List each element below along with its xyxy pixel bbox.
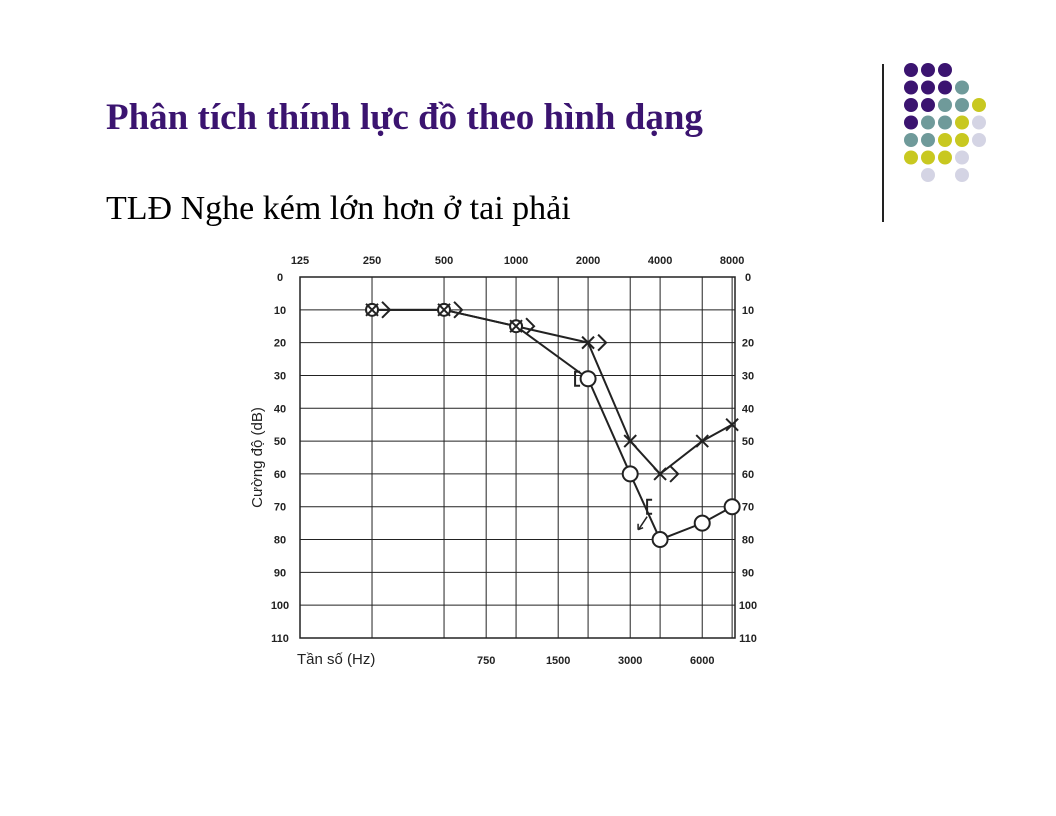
- marker-x-left: [581, 335, 595, 350]
- decorative-dot: [904, 115, 918, 130]
- decorative-dot: [921, 133, 935, 147]
- y-tick-label-right: 10: [742, 305, 754, 317]
- decorative-dot: [955, 98, 969, 112]
- x-tick-label-bottom: 1500: [546, 655, 570, 667]
- series-line-o: [372, 308, 733, 541]
- y-tick-label-left: 50: [274, 436, 286, 448]
- decorative-dot: [938, 80, 952, 95]
- bone-conduction-marker-left: [646, 498, 653, 515]
- y-axis-label: Cường độ (dB): [249, 407, 266, 508]
- y-tick-label-left: 0: [277, 272, 283, 284]
- chart-grid: [299, 276, 736, 639]
- y-tick-label-left: 40: [274, 403, 286, 415]
- marker-x-left: [437, 303, 451, 317]
- y-tick-label-right: 30: [742, 370, 754, 382]
- decorative-dot: [955, 150, 969, 165]
- decorative-dot: [904, 150, 918, 165]
- x-tick-label-top: 250: [363, 255, 381, 267]
- divider-line: [882, 64, 884, 222]
- marker-x-left: [653, 467, 667, 481]
- y-tick-label-left: 110: [271, 633, 289, 645]
- y-tick-label-left: 70: [274, 502, 286, 514]
- decorative-dot: [921, 80, 935, 95]
- decorative-dot: [921, 63, 935, 77]
- decorative-dot: [904, 98, 918, 112]
- decorative-dot: [938, 115, 952, 130]
- y-tick-label-right: 40: [742, 403, 754, 415]
- decorative-dot: [955, 168, 969, 182]
- bone-conduction-marker: [525, 317, 536, 335]
- y-tick-label-left: 10: [274, 305, 286, 317]
- decorative-dot: [904, 80, 918, 95]
- x-tick-label-bottom: 750: [477, 655, 495, 667]
- marker-o-right: [723, 498, 741, 516]
- decorative-dot: [921, 115, 935, 130]
- y-tick-label-right: 90: [742, 567, 754, 579]
- marker-o-right: [693, 514, 711, 532]
- marker-o-right: [651, 531, 669, 549]
- slide-title: Phân tích thính lực đồ theo hình dạng: [106, 97, 703, 138]
- y-tick-label-right: 60: [742, 469, 754, 481]
- y-tick-label-left: 100: [271, 600, 289, 612]
- marker-x-left: [365, 303, 379, 317]
- x-tick-label-top: 8000: [720, 255, 744, 267]
- y-tick-label-right: 100: [739, 600, 757, 612]
- x-tick-label-top: 4000: [648, 255, 672, 267]
- x-axis-label: Tần số (Hz): [297, 651, 375, 668]
- decorative-dot: [904, 63, 918, 77]
- audiogram-chart: 0 0 10 10 20 20 30 30 40 40 50 50 60 60 70 70 80 80 90 90 10…: [249, 255, 757, 668]
- decorative-dot: [972, 115, 986, 130]
- y-tick-label-right: 0: [745, 272, 751, 284]
- bone-conduction-marker: [381, 301, 392, 319]
- marker-x-left: [725, 417, 739, 432]
- decorative-dot: [904, 133, 918, 147]
- y-tick-label-left: 60: [274, 469, 286, 481]
- decorative-dot: [921, 150, 935, 165]
- decorative-dot: [938, 133, 952, 147]
- y-tick-label-left: 80: [274, 535, 286, 547]
- y-tick-label-left: 20: [274, 338, 286, 350]
- y-tick-label-right: 70: [742, 502, 754, 514]
- y-tick-label-right: 20: [742, 338, 754, 350]
- decorative-dot: [972, 133, 986, 147]
- x-tick-label-top: 125: [291, 255, 309, 267]
- bone-conduction-marker: [669, 465, 680, 483]
- decorative-dot: [955, 133, 969, 147]
- series-line-x: [372, 308, 733, 476]
- marker-o-right: [621, 465, 639, 483]
- marker-x-left: [509, 319, 523, 333]
- decorative-dot: [921, 98, 935, 112]
- decorative-dot-grid: [904, 63, 986, 182]
- x-tick-label-bottom: 6000: [690, 655, 714, 667]
- y-tick-label-right: 110: [739, 633, 757, 645]
- decorative-dot: [972, 98, 986, 112]
- decorative-dot: [955, 80, 969, 95]
- decorative-dot: [921, 168, 935, 182]
- decorative-dot: [938, 63, 952, 77]
- y-tick-label-right: 50: [742, 436, 754, 448]
- decorative-dot: [955, 115, 969, 130]
- x-tick-label-top: 500: [435, 255, 453, 267]
- no-response-arrowhead: [637, 523, 644, 531]
- decorative-dot: [938, 98, 952, 112]
- marker-o-right: [579, 370, 597, 388]
- y-tick-label-left: 90: [274, 567, 286, 579]
- no-response-arrow: [638, 516, 648, 530]
- marker-x-left: [695, 434, 709, 448]
- marker-x-left: [623, 434, 637, 448]
- slide-subtitle: TLĐ Nghe kém lớn hơn ở tai phải: [106, 190, 571, 227]
- bone-conduction-marker: [453, 301, 464, 319]
- bone-conduction-marker: [597, 333, 608, 352]
- x-tick-label-top: 2000: [576, 255, 600, 267]
- y-tick-label-left: 30: [274, 370, 286, 382]
- y-tick-label-right: 80: [742, 535, 754, 547]
- x-tick-label-top: 1000: [504, 255, 528, 267]
- decorative-dot: [938, 150, 952, 165]
- x-tick-label-bottom: 3000: [618, 655, 642, 667]
- bone-conduction-marker-left: [574, 370, 581, 387]
